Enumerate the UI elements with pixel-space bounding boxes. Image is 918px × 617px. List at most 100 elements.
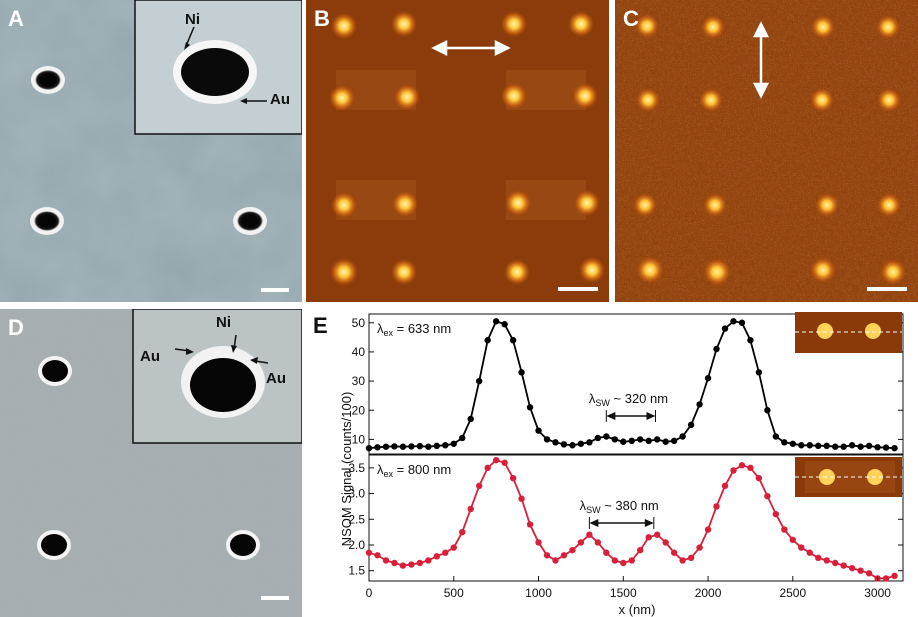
data-point	[857, 567, 864, 574]
x-tick-label: 1500	[610, 586, 637, 600]
data-point	[747, 464, 754, 472]
data-point	[382, 443, 390, 450]
data-point	[679, 557, 686, 564]
data-point	[543, 436, 551, 443]
data-point	[730, 467, 737, 474]
data-point	[865, 570, 873, 577]
scale-bar	[261, 596, 289, 600]
x-tick-label: 2500	[779, 586, 806, 600]
data-point	[645, 437, 652, 445]
panel-label-d: D	[8, 315, 24, 340]
scale-bar	[867, 287, 907, 291]
data-point	[492, 456, 500, 464]
polarization-arrow-vertical	[752, 21, 770, 99]
data-point	[560, 441, 568, 448]
panel-c-nsom-image: C	[615, 0, 918, 302]
data-point	[586, 439, 593, 446]
plot-frame	[368, 454, 904, 582]
data-point	[721, 325, 729, 332]
data-point	[670, 549, 678, 556]
data-point	[840, 443, 847, 450]
x-tick-label: 0	[366, 586, 373, 600]
data-point	[653, 531, 661, 538]
data-point	[764, 407, 771, 414]
data-point	[416, 442, 424, 450]
y-tick-label: 2.0	[348, 538, 365, 552]
lambda-ex-label: λex = 800 nm	[377, 462, 451, 479]
scale-bar	[558, 287, 598, 291]
data-point	[518, 495, 525, 502]
data-point	[518, 369, 525, 376]
data-point	[772, 433, 780, 440]
data-point	[501, 321, 508, 328]
sw-arrow-head	[644, 519, 654, 527]
panel-label-b: B	[314, 6, 330, 31]
data-point	[789, 440, 797, 447]
data-point	[848, 442, 856, 449]
panel-label-c: C	[623, 6, 639, 31]
data-point	[891, 572, 898, 580]
sw-arrow-head	[646, 412, 656, 420]
data-point	[840, 562, 847, 569]
data-point	[696, 401, 703, 408]
data-point	[620, 438, 627, 445]
data-point	[687, 421, 695, 429]
data-point	[509, 474, 517, 482]
data-point	[543, 552, 551, 559]
data-point	[815, 442, 822, 450]
sem-image-d	[0, 309, 302, 617]
chart-svg: E NSOM Signal (counts/100) x (nm) 10 20 30…	[313, 312, 904, 617]
data-point	[475, 482, 483, 490]
data-point	[560, 552, 568, 559]
data-point	[772, 510, 780, 518]
lambda-ex-label: λex = 633 nm	[377, 321, 451, 338]
data-point	[857, 443, 864, 450]
polarization-arrow-horizontal	[431, 39, 511, 57]
y-axis-label: NSOM Signal (counts/100)	[339, 392, 354, 547]
y-tick-label: 3.0	[348, 487, 365, 501]
y-tick-label: 30	[352, 374, 366, 388]
data-point	[442, 442, 449, 449]
data-point	[467, 415, 474, 423]
data-point	[501, 459, 508, 466]
inset-label-ni: Ni	[185, 11, 200, 28]
panel-b-nsom-image: B	[306, 0, 609, 302]
data-point	[425, 443, 432, 450]
data-point	[467, 505, 474, 513]
data-point	[459, 528, 466, 536]
data-point	[781, 526, 788, 533]
data-point	[611, 557, 619, 564]
panel-label-a: A	[8, 6, 24, 31]
data-point	[365, 444, 373, 452]
data-point	[442, 549, 449, 556]
x-axis-label: x (nm)	[619, 602, 656, 617]
data-point	[865, 442, 873, 450]
data-point	[577, 440, 585, 447]
data-point	[620, 559, 627, 567]
scale-bar	[261, 288, 289, 292]
data-point	[882, 575, 890, 582]
data-point	[755, 474, 763, 482]
nsom-image-c	[615, 0, 918, 302]
data-point	[425, 557, 432, 564]
data-point	[535, 427, 542, 434]
data-point	[713, 345, 720, 353]
data-point	[704, 526, 712, 533]
inset-label-au: Au	[270, 91, 290, 108]
data-point	[874, 444, 881, 451]
data-point	[696, 544, 703, 551]
data-point	[552, 439, 559, 446]
data-point	[628, 557, 635, 564]
data-point	[374, 552, 381, 559]
data-point	[823, 442, 830, 450]
data-point	[569, 546, 576, 554]
data-point	[670, 437, 678, 445]
data-point	[798, 442, 805, 449]
data-point	[713, 503, 720, 510]
data-point	[781, 439, 788, 446]
data-point	[704, 374, 712, 382]
data-point	[738, 319, 746, 326]
data-point	[552, 557, 559, 564]
data-point	[391, 559, 398, 567]
data-point	[628, 437, 635, 445]
